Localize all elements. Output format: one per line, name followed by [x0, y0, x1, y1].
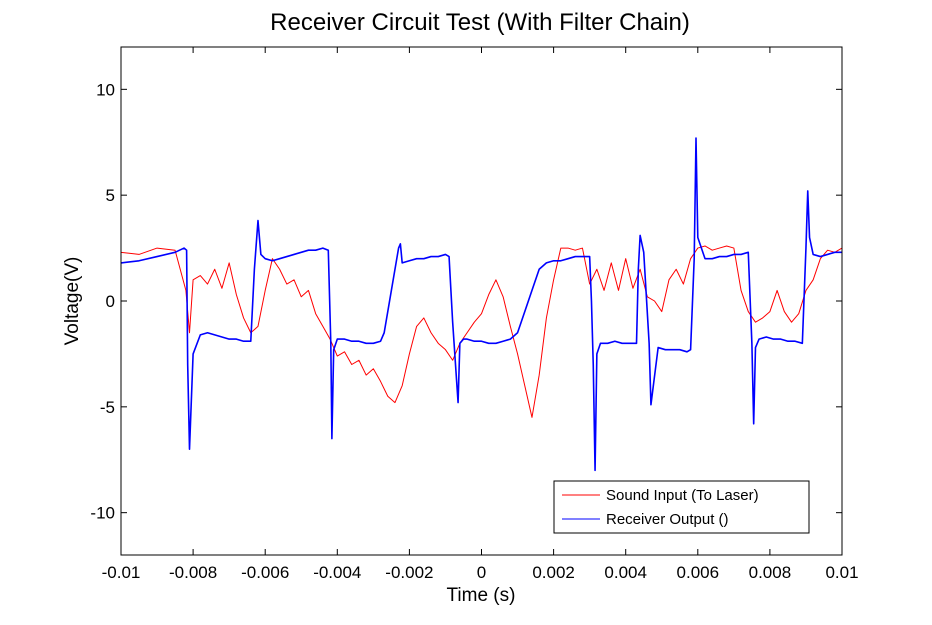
chart-title: Receiver Circuit Test (With Filter Chain…: [270, 9, 690, 36]
x-tick-label: -0.006: [241, 563, 289, 582]
x-tick-label: 0.006: [677, 563, 720, 582]
y-tick-label: 5: [106, 186, 115, 205]
series-layer: [121, 137, 842, 472]
x-tick-label: -0.01: [102, 563, 141, 582]
legend-box: [553, 480, 810, 534]
x-tick-label: -0.002: [385, 563, 433, 582]
x-tick-label: 0.01: [825, 563, 858, 582]
x-tick-label: 0: [477, 563, 486, 582]
x-tick-label: 0.002: [532, 563, 575, 582]
series-line-receiver-output: [121, 137, 842, 472]
legend: Sound Input (To Laser) Receiver Output (…: [553, 480, 810, 534]
y-tick-label: 10: [96, 80, 115, 99]
y-axis-label: Voltage(V): [62, 257, 83, 346]
series-line-sound-input: [121, 245, 842, 418]
x-tick-label: -0.008: [169, 563, 217, 582]
x-tick-label: 0.008: [749, 563, 792, 582]
x-tick-label: -0.004: [313, 563, 361, 582]
y-tick-label: -10: [90, 504, 115, 523]
legend-label-receiver-output: Receiver Output (): [606, 511, 729, 528]
x-axis: -0.01 -0.008 -0.006 -0.004 -0.002 0 0.002 0.004…: [102, 47, 859, 582]
y-tick-label: -5: [100, 398, 115, 417]
y-axis: -10 -5 0 5 10: [90, 80, 842, 523]
x-axis-label: Time (s): [447, 585, 516, 606]
y-tick-label: 0: [106, 292, 115, 311]
legend-label-sound-input: Sound Input (To Laser): [606, 487, 759, 504]
x-tick-label: 0.004: [604, 563, 647, 582]
